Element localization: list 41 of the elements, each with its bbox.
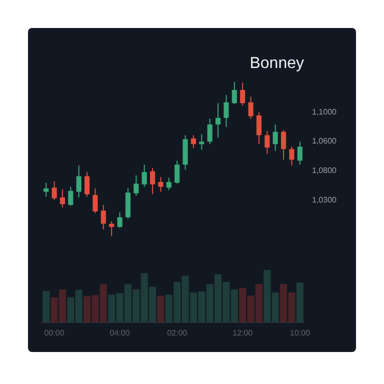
candlestick	[174, 160, 180, 184]
candlestick	[100, 204, 106, 230]
candlestick	[158, 176, 164, 192]
candlestick	[199, 134, 204, 150]
text: 1,1000	[312, 107, 338, 116]
candlestick	[224, 94, 229, 128]
x-tick-label: 02:00	[167, 328, 188, 338]
candlestick	[240, 82, 246, 106]
candlestick	[109, 220, 114, 237]
candlestick	[142, 164, 147, 188]
candlestick	[44, 182, 49, 198]
candlestick	[297, 141, 302, 166]
x-tick-label: 00:00	[44, 328, 65, 338]
candlestick	[207, 118, 212, 145]
candlestick	[280, 130, 286, 160]
candlestick	[166, 177, 172, 191]
candlestick	[117, 212, 122, 228]
candlestick	[84, 172, 90, 198]
candlestick	[215, 102, 221, 138]
x-tick-label: 10:00	[290, 328, 310, 338]
candlestick	[150, 168, 156, 195]
candlestick	[289, 146, 294, 166]
text: 1,0600	[312, 136, 338, 146]
candlestick	[76, 165, 82, 198]
candlestick	[248, 96, 254, 120]
text: 1,0800	[312, 166, 338, 176]
candlestick	[272, 124, 278, 152]
chart-title: Bonney	[250, 55, 304, 72]
candlestick	[52, 180, 57, 200]
candlestick	[232, 81, 237, 105]
candlestick	[60, 188, 66, 208]
bar	[157, 296, 164, 322]
x-tick-label: 12:00	[232, 328, 254, 338]
candlestick	[256, 112, 262, 145]
candlestick	[92, 188, 98, 214]
candlestick	[68, 186, 74, 206]
text: 1,0300	[312, 195, 338, 204]
candlestick	[134, 174, 139, 196]
candlestick	[190, 134, 196, 149]
x-tick-label: 04:00	[110, 328, 130, 338]
candlestick	[264, 130, 270, 155]
